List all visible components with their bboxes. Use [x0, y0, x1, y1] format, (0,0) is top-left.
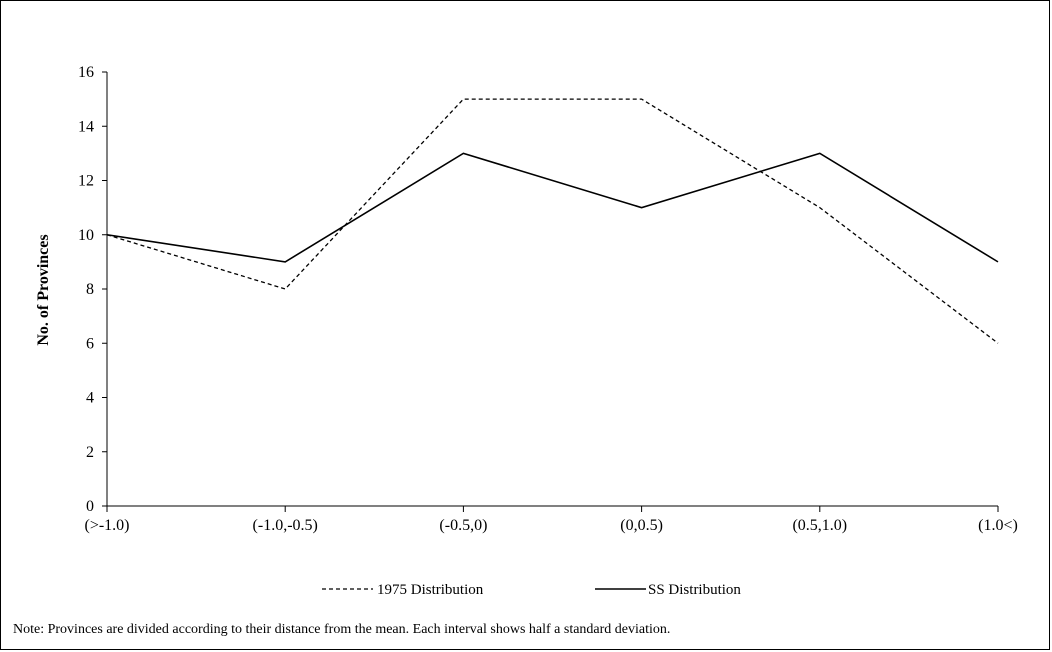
legend-label-1975: 1975 Distribution	[377, 582, 484, 598]
series-lines	[106, 98, 999, 344]
y-tick-label: 12	[78, 173, 94, 190]
y-tick-label: 2	[86, 444, 94, 461]
x-tick-label: (0,0.5)	[620, 517, 663, 534]
x-tick-label: (1.0<)	[978, 517, 1018, 534]
y-tick-label: 4	[86, 390, 94, 407]
y-tick-label: 16	[78, 64, 94, 81]
y-tick-label: 6	[86, 335, 94, 352]
legend: 1975 Distribution SS Distribution	[322, 582, 741, 598]
y-tick-label: 14	[78, 118, 94, 135]
legend-label-ss: SS Distribution	[648, 582, 741, 598]
y-axis-label: No. of Provinces	[35, 234, 52, 345]
y-tick-label: 0	[86, 498, 94, 515]
y-axis: 0 2 4 6 8 10 12 14 16	[78, 64, 108, 515]
series-line-1975	[106, 98, 999, 344]
x-axis: (>-1.0) (-1.0,-0.5) (-0.5,0) (0,0.5) (0.5,1.…	[84, 505, 1018, 534]
y-tick-label: 8	[86, 281, 94, 298]
series-line-ss	[106, 152, 999, 263]
x-tick-label: (-1.0,-0.5)	[253, 517, 318, 534]
x-tick-label: (0.5,1.0)	[792, 517, 847, 534]
x-tick-label: (-0.5,0)	[439, 517, 487, 534]
y-tick-label: 10	[78, 227, 94, 244]
chart-note: Note: Provinces are divided according to…	[13, 622, 670, 637]
x-tick-label: (>-1.0)	[84, 517, 129, 534]
